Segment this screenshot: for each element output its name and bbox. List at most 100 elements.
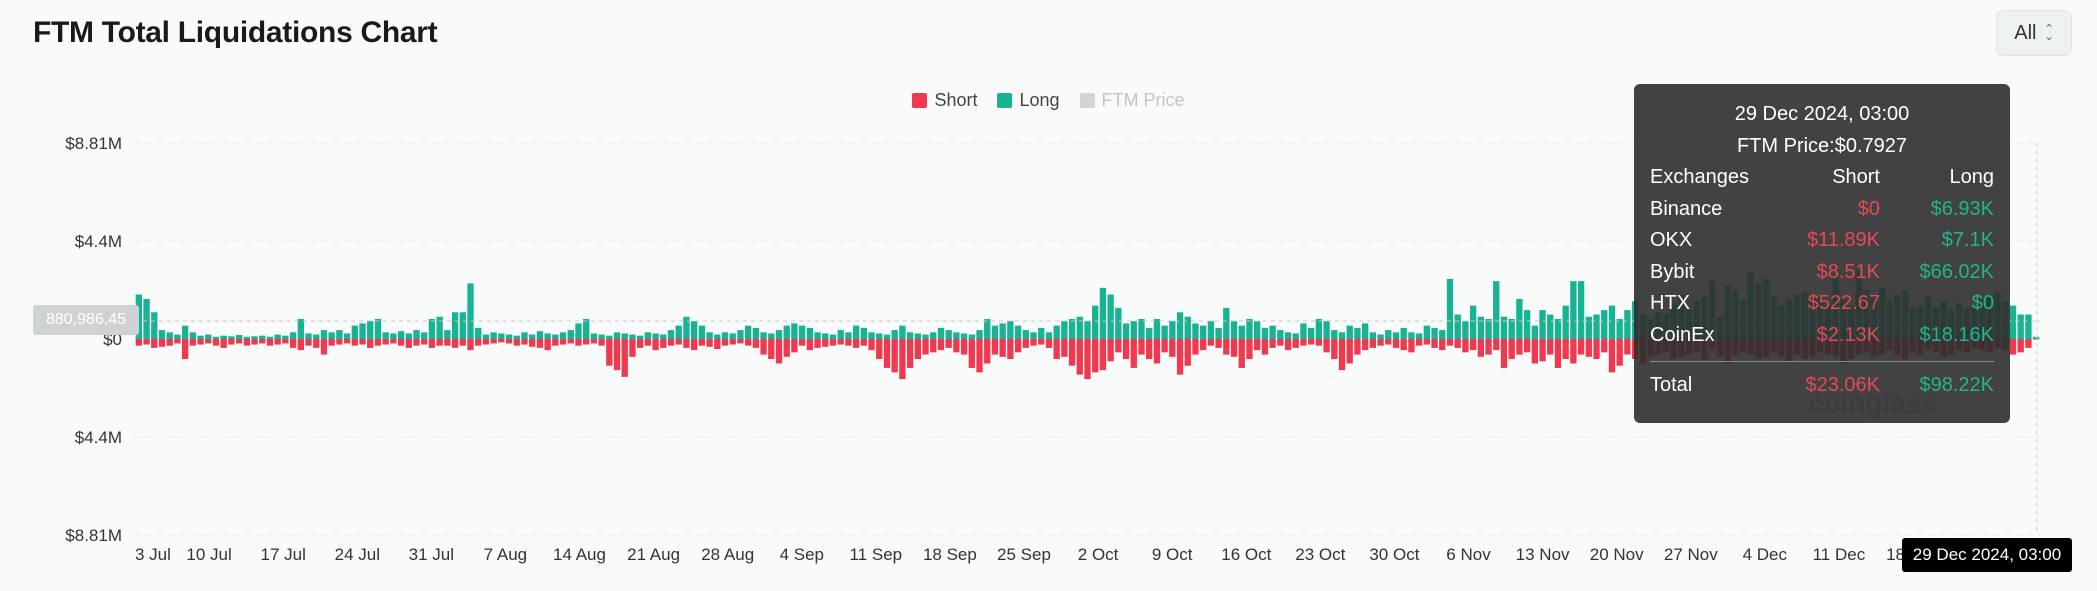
short-bar [166,339,173,346]
short-bar [1092,339,1099,373]
long-bar [475,327,482,339]
short-bar [313,339,320,348]
long-bar [451,312,459,339]
long-bar [1531,325,1538,339]
short-bar [1192,339,1199,355]
short-bar [475,339,482,346]
legend-item-ftm-price[interactable]: FTM Price [1079,90,1185,111]
long-bar [382,332,389,339]
range-select-value: All [2014,21,2037,44]
long-bar [559,332,567,339]
short-bar [937,339,945,351]
long-bar [1215,327,1222,339]
tooltip-short: $0 [1857,197,1880,220]
long-bar [683,316,690,339]
tooltip-exchange: CoinEx [1650,323,1715,346]
long-bar [289,332,297,339]
short-bar [999,339,1006,357]
short-bar [1153,339,1161,364]
long-bar [166,332,173,339]
long-bar [737,330,744,339]
long-bar [1246,318,1253,339]
long-bar [1061,321,1068,339]
short-bar [266,339,274,346]
long-bar [922,334,929,339]
short-bar [1462,339,1469,353]
long-bar [1423,325,1431,339]
long-bar [158,330,166,339]
long-bar [629,334,636,339]
legend-item-short[interactable]: Short [912,90,977,111]
short-bar [683,339,690,348]
long-bar [1107,294,1114,339]
long-bar [181,325,189,339]
short-bar [768,339,775,360]
long-bar [914,333,921,339]
long-bar [953,332,960,339]
short-bar [274,339,281,345]
tooltip-long: $66.02K [1919,260,1994,283]
tooltip-total-short: $23.06K [1805,374,1880,396]
long-bar [1076,316,1083,339]
long-bar [598,334,605,339]
long-bar [459,312,466,339]
range-select[interactable]: All ⌃ ⌄ [1996,10,2072,56]
short-bar [629,339,636,357]
x-tick-label: 14 Aug [553,545,606,564]
short-bar [505,339,513,344]
short-bar [1315,339,1323,346]
long-bar [235,335,243,339]
short-bar [1207,339,1215,346]
long-bar [1315,318,1323,339]
long-bar [768,333,775,339]
legend-item-long[interactable]: Long [997,90,1060,111]
tooltip-exchange: Binance [1650,197,1723,220]
short-bar [714,339,721,350]
long-bar [852,325,860,339]
long-bar [1261,327,1269,339]
short-bar [1508,339,1515,360]
short-bar [1022,339,1029,348]
short-bar [953,339,960,353]
long-bar [189,332,196,339]
short-bar [1423,339,1431,345]
long-bar [1354,327,1361,339]
long-bar [1585,316,1592,339]
short-bar [744,339,752,346]
long-bar [1338,332,1346,339]
short-bar [174,339,181,344]
y-tick-label: $8.81M [65,134,122,153]
short-bar [1585,339,1592,357]
short-bar [482,339,490,345]
tooltip-row: Bybit $8.51K $66.02K [1650,257,1994,289]
long-bar [1385,330,1392,339]
long-bar [1223,307,1230,339]
short-bar [1076,339,1083,375]
short-bar [1554,339,1562,368]
long-bar [1099,287,1107,339]
short-bar [529,339,536,347]
tooltip-exchange: Bybit [1650,260,1695,283]
short-bar [413,339,420,346]
short-bar [451,339,459,348]
short-bar [559,339,567,345]
long-bar [2009,305,2017,339]
long-bar [1153,318,1161,339]
long-bar [806,327,814,339]
long-bar [505,334,513,339]
long-bar [351,325,358,339]
long-bar [937,327,945,339]
tooltip-total-row: Total $23.06K $98.22K [1650,370,1994,402]
short-bar [1099,339,1107,371]
long-bar [2025,314,2032,339]
short-bar [1061,339,1068,357]
long-bar [1431,327,1438,339]
short-bar [899,339,906,380]
long-bar [1207,321,1215,339]
short-bar [1223,339,1230,355]
long-bar [1068,318,1076,339]
short-bar [205,339,212,344]
short-bar [189,339,196,346]
long-bar [405,333,412,339]
long-bar [1570,281,1577,339]
